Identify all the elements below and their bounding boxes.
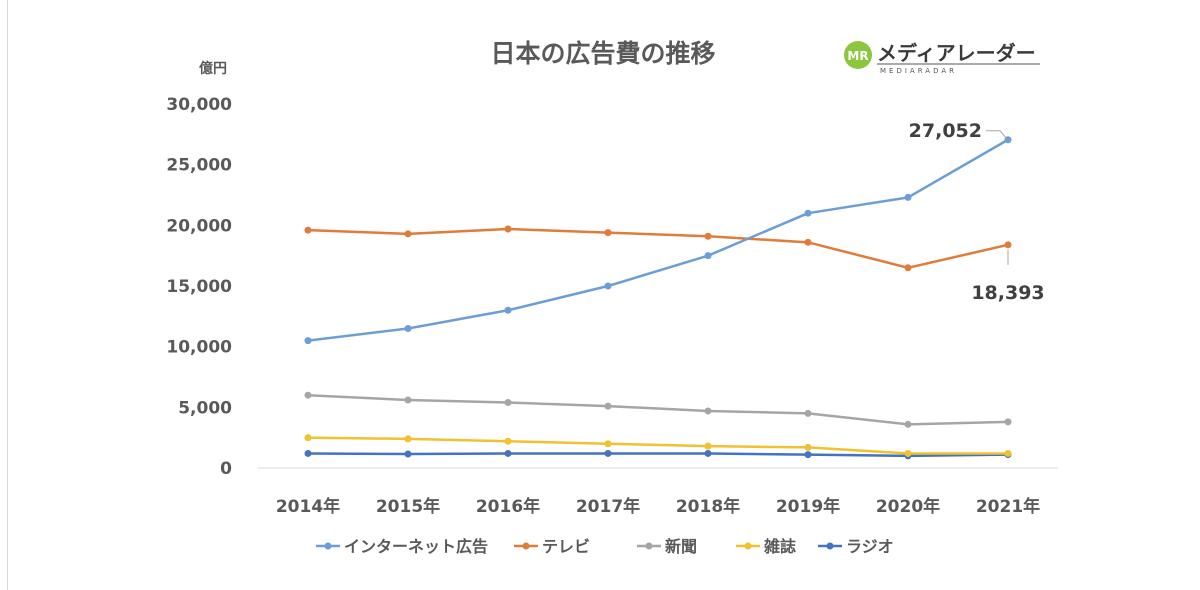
chart-title: 日本の広告費の推移 bbox=[490, 39, 715, 68]
legend-item: ラジオ bbox=[818, 537, 894, 556]
data-point bbox=[704, 449, 712, 457]
data-point bbox=[1004, 241, 1012, 249]
callout-label: 27,052 bbox=[909, 120, 982, 142]
data-point bbox=[804, 209, 812, 217]
media-radar-logo: MR メディアレーダー MEDIARADAR bbox=[844, 41, 1040, 75]
callout-leader bbox=[986, 130, 1007, 139]
y-tick-label: 0 bbox=[220, 459, 232, 479]
data-point bbox=[604, 229, 612, 237]
frame-edge bbox=[7, 0, 8, 590]
series-line bbox=[307, 393, 1009, 426]
data-point bbox=[404, 435, 412, 443]
x-tick-label: 2021年 bbox=[976, 496, 1040, 517]
data-point bbox=[504, 398, 512, 406]
data-point bbox=[304, 449, 312, 457]
data-point bbox=[904, 420, 912, 428]
data-point bbox=[804, 409, 812, 417]
series-テレビ bbox=[304, 225, 1012, 272]
series-雑誌 bbox=[304, 434, 1012, 457]
legend-swatch-marker bbox=[522, 542, 530, 550]
logo-mark-circle bbox=[844, 41, 872, 69]
y-tick-label: 10,000 bbox=[166, 338, 232, 358]
legend: インターネット広告 テレビ 新聞 雑誌 ラジオ bbox=[316, 537, 894, 556]
series-group bbox=[304, 136, 1012, 460]
legend-swatch-marker bbox=[324, 542, 332, 550]
x-tick-label: 2015年 bbox=[376, 496, 440, 517]
data-point bbox=[304, 391, 312, 399]
data-point bbox=[304, 337, 312, 345]
data-point bbox=[304, 226, 312, 234]
data-point bbox=[904, 449, 912, 457]
logo-name: メディアレーダー bbox=[877, 41, 1036, 65]
legend-item: 新聞 bbox=[637, 537, 697, 556]
legend-swatch-marker bbox=[826, 542, 834, 550]
y-tick-label: 5,000 bbox=[178, 398, 232, 418]
series-新聞 bbox=[304, 391, 1012, 428]
data-point bbox=[504, 437, 512, 445]
y-tick-label: 15,000 bbox=[166, 277, 232, 297]
data-point bbox=[504, 306, 512, 314]
data-point bbox=[304, 434, 312, 442]
data-point bbox=[704, 252, 712, 260]
y-tick-label: 25,000 bbox=[166, 156, 232, 176]
x-tick-label: 2014年 bbox=[276, 496, 340, 517]
legend-item: テレビ bbox=[514, 537, 590, 556]
legend-label: インターネット広告 bbox=[344, 537, 488, 556]
series-line bbox=[307, 138, 1009, 342]
legend-label: 新聞 bbox=[665, 537, 697, 556]
data-point bbox=[404, 450, 412, 458]
legend-label: ラジオ bbox=[846, 537, 894, 556]
y-axis-unit-label: 億円 bbox=[199, 60, 227, 77]
logo-subtext: MEDIARADAR bbox=[880, 67, 957, 75]
data-point bbox=[404, 324, 412, 332]
x-axis-ticks: 2014年 2015年 2016年 2017年 2018年 2019年 2020年 2021年 bbox=[276, 496, 1040, 517]
x-tick-label: 2018年 bbox=[676, 496, 740, 517]
data-point bbox=[404, 230, 412, 238]
data-point bbox=[704, 442, 712, 450]
legend-swatch-marker bbox=[744, 542, 752, 550]
x-tick-label: 2020年 bbox=[876, 496, 940, 517]
y-axis-ticks: 0 5,000 10,000 15,000 20,000 25,000 30,000 bbox=[166, 95, 232, 479]
data-point bbox=[404, 396, 412, 404]
x-tick-label: 2016年 bbox=[476, 496, 540, 517]
series-line bbox=[307, 436, 1008, 455]
data-point bbox=[904, 264, 912, 272]
legend-item: インターネット広告 bbox=[316, 537, 488, 556]
data-point bbox=[804, 451, 812, 459]
data-point bbox=[604, 440, 612, 448]
data-point bbox=[1004, 136, 1012, 144]
series-line bbox=[307, 227, 1009, 270]
legend-label: 雑誌 bbox=[763, 537, 796, 556]
data-point bbox=[604, 402, 612, 410]
data-point bbox=[804, 238, 812, 246]
data-point bbox=[504, 225, 512, 233]
data-point bbox=[804, 443, 812, 451]
x-tick-label: 2017年 bbox=[576, 496, 640, 517]
legend-item: 雑誌 bbox=[736, 537, 796, 556]
y-tick-label: 30,000 bbox=[166, 95, 232, 115]
data-point bbox=[604, 282, 612, 290]
series-インターネット広告 bbox=[304, 136, 1012, 345]
callout-label: 18,393 bbox=[971, 282, 1044, 304]
data-point bbox=[504, 449, 512, 457]
data-point bbox=[604, 449, 612, 457]
x-tick-label: 2019年 bbox=[776, 496, 840, 517]
data-point bbox=[1004, 418, 1012, 426]
data-point bbox=[904, 193, 912, 201]
legend-swatch-marker bbox=[645, 542, 653, 550]
data-point bbox=[704, 407, 712, 415]
logo-mark-text: MR bbox=[847, 49, 868, 63]
data-point bbox=[704, 232, 712, 240]
series-line bbox=[307, 452, 1009, 458]
data-point bbox=[1004, 449, 1012, 457]
y-tick-label: 20,000 bbox=[166, 216, 232, 236]
callouts-group: 27,052 18,393 bbox=[909, 120, 1045, 304]
legend-label: テレビ bbox=[542, 537, 590, 556]
